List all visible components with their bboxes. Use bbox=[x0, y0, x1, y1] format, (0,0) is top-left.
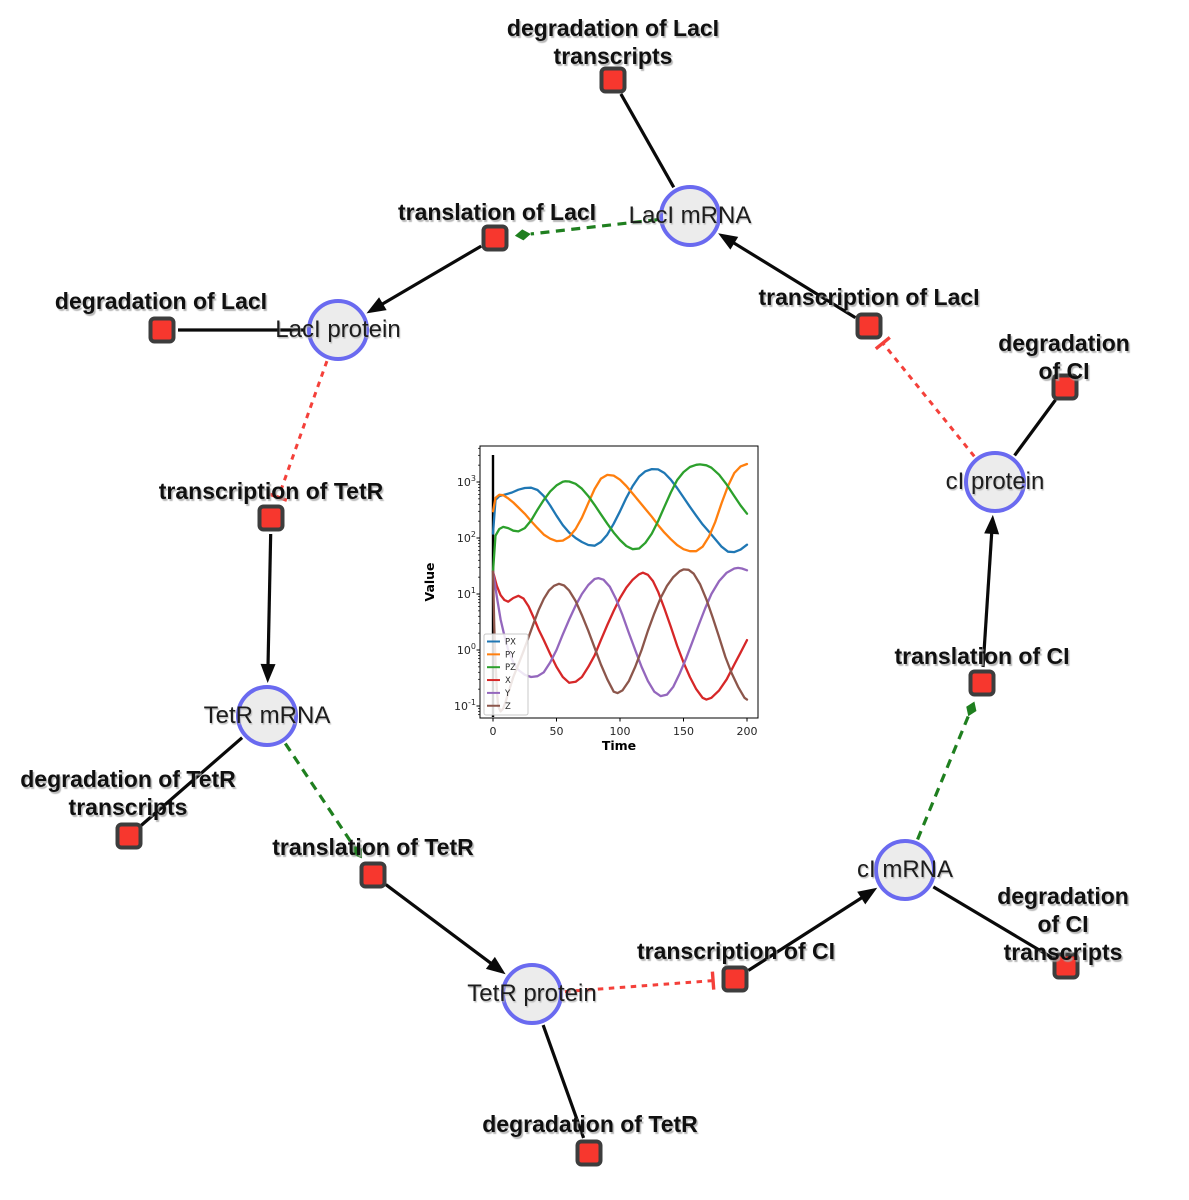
svg-text:200: 200 bbox=[737, 725, 758, 738]
reaction-node-degradation-of-ci[interactable] bbox=[1051, 373, 1079, 401]
species-label-laci-mrna: LacI mRNA bbox=[628, 202, 752, 229]
species-node-laci-protein[interactable] bbox=[307, 299, 369, 361]
species-node-ci-mrna[interactable] bbox=[874, 839, 936, 901]
edge-laci_prot-r_tc_tetr[interactable] bbox=[269, 360, 329, 502]
edge-ci_prot-r_tc_laci[interactable] bbox=[874, 336, 976, 458]
reaction-label-transcription-of-ci: transcription of CI bbox=[636, 938, 836, 964]
chart-ylabel: Value bbox=[422, 562, 437, 601]
edge-laci_mrna-r_tl_laci[interactable] bbox=[514, 218, 658, 241]
chart-series-X bbox=[491, 570, 749, 701]
species-node-laci-mrna[interactable] bbox=[659, 185, 721, 247]
reaction-label-degradation-of-ci-transcripts: degradation of CI transcripts bbox=[997, 883, 1129, 965]
edge-ci_mrna-r_tl_ci[interactable] bbox=[916, 701, 977, 841]
edge-r_tc_tetr-tetr_mrna[interactable] bbox=[260, 533, 276, 684]
reaction-label-degradation-of-tetr-transcripts: degradation of TetR transcripts bbox=[20, 766, 236, 820]
reaction-label-degradation-of-laci: degradation of LacI bbox=[54, 288, 268, 314]
reaction-node-degradation-of-tetr-transcripts[interactable] bbox=[115, 822, 143, 850]
reaction-label-degradation-of-ci: degradation of CI bbox=[998, 330, 1130, 384]
time-series-chart: 0 50 100 150 200 10-1 100 101 102 103 Time Value PX P… bbox=[420, 430, 800, 770]
species-label-tetr-protein: TetR protein bbox=[467, 980, 597, 1007]
reaction-node-translation-of-tetr[interactable] bbox=[359, 861, 387, 889]
svg-text:PZ: PZ bbox=[505, 663, 516, 673]
reaction-node-translation-of-ci[interactable] bbox=[968, 669, 996, 697]
edge-r_tl_laci-laci_prot[interactable] bbox=[366, 244, 483, 314]
reaction-label-transcription-of-laci: transcription of LacI bbox=[758, 284, 980, 310]
edge-r_tl_tetr-tetr_prot[interactable] bbox=[384, 883, 506, 975]
svg-text:50: 50 bbox=[550, 725, 564, 738]
edge-r_tc_laci-laci_mrna[interactable] bbox=[718, 233, 857, 319]
reaction-node-degradation-of-laci-transcripts[interactable] bbox=[599, 66, 627, 94]
reaction-label-degradation-of-tetr: degradation of TetR bbox=[482, 1111, 698, 1137]
chart-xlabel: Time bbox=[602, 738, 636, 753]
svg-text:PX: PX bbox=[505, 638, 516, 648]
reaction-node-translation-of-laci[interactable] bbox=[481, 224, 509, 252]
edge-r_tc_ci-ci_mrna[interactable] bbox=[747, 887, 878, 972]
reaction-node-transcription-of-laci[interactable] bbox=[855, 312, 883, 340]
edge-tetr_mrna-r_deg_tetr_tx[interactable] bbox=[140, 736, 244, 827]
chart-legend: PX PY PZ XYZ bbox=[483, 633, 529, 716]
edge-tetr_prot-r_deg_tetr[interactable] bbox=[541, 1024, 586, 1139]
reaction-label-translation-of-tetr: translation of TetR bbox=[272, 834, 474, 860]
species-label-ci-mrna: cI mRNA bbox=[857, 856, 953, 883]
reaction-node-transcription-of-ci[interactable] bbox=[721, 965, 749, 993]
edge-laci_mrna-r_deg_laci_tx[interactable] bbox=[619, 93, 676, 189]
svg-text:Y: Y bbox=[504, 689, 511, 699]
reaction-label-degradation-of-laci-transcripts: degradation of LacI transcripts bbox=[506, 15, 720, 69]
edge-tetr_prot-r_tc_ci[interactable] bbox=[564, 971, 716, 994]
reaction-node-degradation-of-tetr[interactable] bbox=[575, 1139, 603, 1167]
species-label-tetr-mrna: TetR mRNA bbox=[203, 702, 331, 729]
reaction-label-translation-of-ci: translation of CI bbox=[894, 643, 1070, 669]
species-node-ci-protein[interactable] bbox=[964, 451, 1026, 513]
reaction-node-degradation-of-ci-transcripts[interactable] bbox=[1052, 952, 1080, 980]
chart-series-PZ bbox=[491, 463, 749, 573]
reaction-label-translation-of-laci: translation of LacI bbox=[397, 199, 597, 225]
svg-text:150: 150 bbox=[673, 725, 694, 738]
edge-ci_mrna-r_deg_ci_tx[interactable] bbox=[932, 885, 1054, 960]
species-node-tetr-protein[interactable] bbox=[501, 963, 563, 1025]
species-label-laci-protein: LacI protein bbox=[275, 316, 401, 343]
svg-text:X: X bbox=[505, 676, 511, 686]
svg-text:PY: PY bbox=[505, 650, 516, 660]
edge-r_tl_ci-ci_prot[interactable] bbox=[981, 514, 1000, 668]
svg-text:100: 100 bbox=[610, 725, 631, 738]
species-node-tetr-mrna[interactable] bbox=[236, 685, 298, 747]
svg-text:0: 0 bbox=[490, 725, 497, 738]
edge-tetr_mrna-r_tl_tetr[interactable] bbox=[283, 742, 363, 859]
reaction-node-transcription-of-tetr[interactable] bbox=[257, 504, 285, 532]
svg-text:Z: Z bbox=[505, 702, 511, 712]
species-label-ci-protein: cI protein bbox=[945, 468, 1045, 495]
chart-series-PY bbox=[491, 462, 749, 553]
reaction-node-degradation-of-laci[interactable] bbox=[148, 316, 176, 344]
reaction-label-transcription-of-tetr: transcription of TetR bbox=[158, 478, 384, 504]
edge-ci_prot-r_deg_ci[interactable] bbox=[1013, 398, 1057, 457]
chart-series-PX bbox=[491, 467, 749, 554]
